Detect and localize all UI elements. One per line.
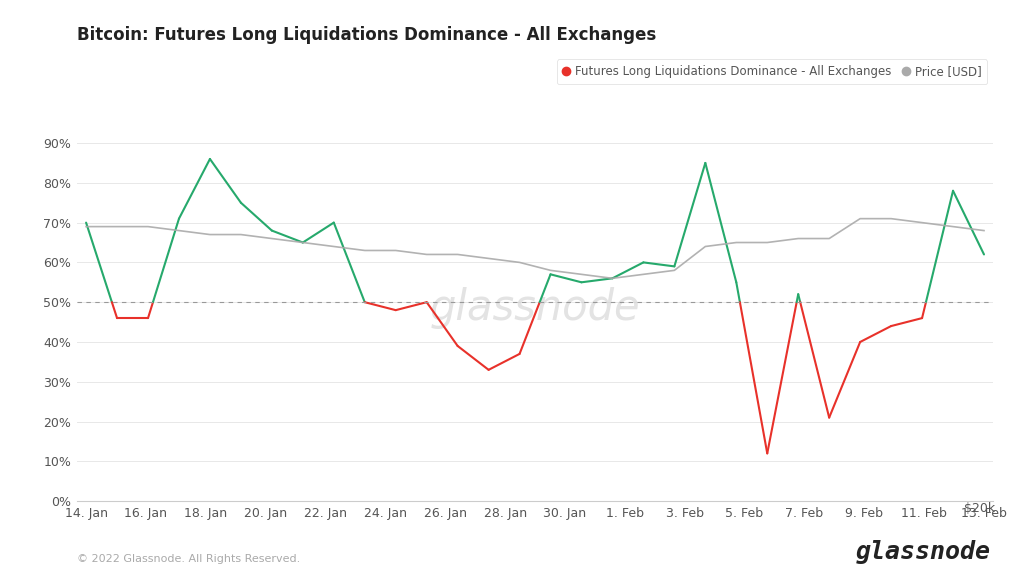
Legend: Futures Long Liquidations Dominance - All Exchanges, Price [USD]: Futures Long Liquidations Dominance - Al…	[557, 59, 987, 84]
Text: glassnode: glassnode	[856, 540, 991, 564]
Text: Bitcoin: Futures Long Liquidations Dominance - All Exchanges: Bitcoin: Futures Long Liquidations Domin…	[77, 26, 656, 44]
Text: glassnode: glassnode	[430, 287, 640, 329]
Text: $20k: $20k	[965, 502, 995, 516]
Text: © 2022 Glassnode. All Rights Reserved.: © 2022 Glassnode. All Rights Reserved.	[77, 555, 300, 564]
